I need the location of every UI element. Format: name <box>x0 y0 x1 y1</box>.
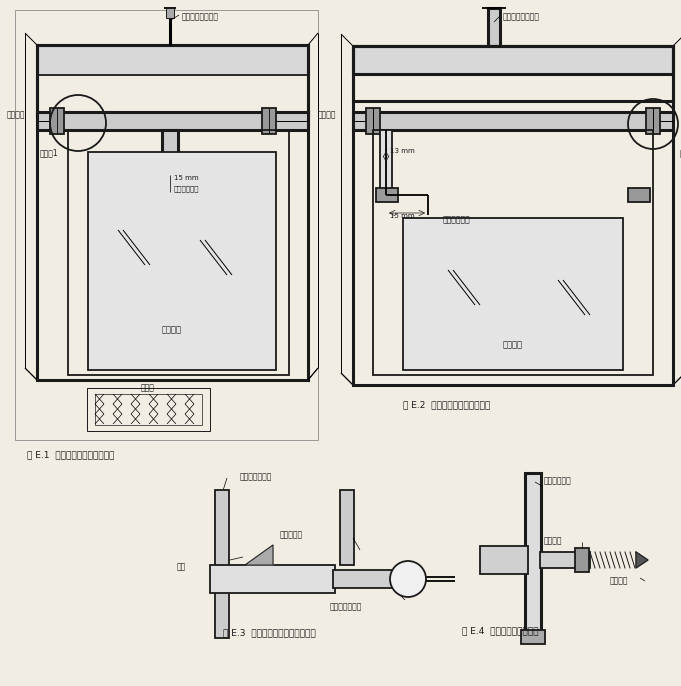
Text: 支撑杆伸缩旋钮: 支撑杆伸缩旋钮 <box>330 602 362 611</box>
Text: 胶垫: 胶垫 <box>177 562 186 571</box>
Bar <box>340 490 354 565</box>
Bar <box>215 490 229 638</box>
Text: 不锈钢支撑架: 不锈钢支撑架 <box>544 476 572 485</box>
Polygon shape <box>245 545 273 565</box>
Bar <box>166 8 174 18</box>
Text: 试件窗口: 试件窗口 <box>317 110 336 119</box>
Text: 试件窗口: 试件窗口 <box>7 110 25 119</box>
Text: 15 mm: 15 mm <box>390 213 415 219</box>
Text: 图 E.1  热箱检测辅助装置示意图: 图 E.1 热箱检测辅助装置示意图 <box>27 450 114 459</box>
Circle shape <box>390 561 426 597</box>
Bar <box>157 192 179 206</box>
Text: 13 mm: 13 mm <box>390 148 415 154</box>
Text: 冷箱不锈钢支撑架: 冷箱不锈钢支撑架 <box>503 12 540 21</box>
Bar <box>37 45 308 115</box>
Bar <box>575 548 589 572</box>
Bar <box>15 10 318 440</box>
Bar <box>521 630 545 644</box>
Bar <box>403 218 623 370</box>
Bar <box>353 46 673 74</box>
Text: 见详图1: 见详图1 <box>40 148 59 157</box>
Polygon shape <box>636 552 648 568</box>
Text: 电热器: 电热器 <box>141 383 155 392</box>
Text: 玻璃试件: 玻璃试件 <box>162 325 182 335</box>
Bar <box>380 130 392 190</box>
Bar <box>353 112 673 130</box>
Text: 支撑触点: 支撑触点 <box>610 576 629 585</box>
Bar <box>376 188 398 202</box>
Bar <box>353 46 673 101</box>
Text: 玻璃试件: 玻璃试件 <box>503 340 523 349</box>
Bar <box>37 112 308 130</box>
Bar <box>262 108 276 134</box>
Text: 试件窗口内壁面: 试件窗口内壁面 <box>240 472 272 481</box>
Bar <box>353 46 673 385</box>
Text: 可调支撑触点: 可调支撑触点 <box>443 215 471 224</box>
Bar <box>480 546 528 574</box>
Bar <box>373 130 653 375</box>
Bar <box>87 388 210 431</box>
Text: 伸缩支撑杆: 伸缩支撑杆 <box>280 530 303 539</box>
Bar <box>525 473 541 633</box>
Bar <box>95 394 202 425</box>
Bar <box>37 45 308 75</box>
Bar <box>488 8 500 46</box>
Bar <box>628 188 650 202</box>
Bar <box>210 565 335 593</box>
Text: 图 E.4  可调支撑触点示意图: 图 E.4 可调支撑触点示意图 <box>462 626 539 635</box>
Text: 图 E.2  冷箱检测辅助装置示意图: 图 E.2 冷箱检测辅助装置示意图 <box>403 400 490 409</box>
Bar <box>50 108 64 134</box>
Bar <box>540 552 590 568</box>
Text: 图 E.3  可调节支架固定方式示意图: 图 E.3 可调节支架固定方式示意图 <box>223 628 316 637</box>
Bar <box>333 570 395 588</box>
Text: 15 mm: 15 mm <box>174 175 199 181</box>
Bar <box>366 108 380 134</box>
Bar <box>37 45 308 380</box>
Text: 可调支撑触点: 可调支撑触点 <box>174 185 200 191</box>
Text: 定位螺母: 定位螺母 <box>544 536 563 545</box>
Bar <box>68 130 289 375</box>
Bar <box>162 130 178 195</box>
Bar <box>88 152 276 370</box>
Bar <box>646 108 660 134</box>
Text: 见图E.4: 见图E.4 <box>680 148 681 157</box>
Text: 热箱不锈钢支撑架: 热箱不锈钢支撑架 <box>182 12 219 21</box>
